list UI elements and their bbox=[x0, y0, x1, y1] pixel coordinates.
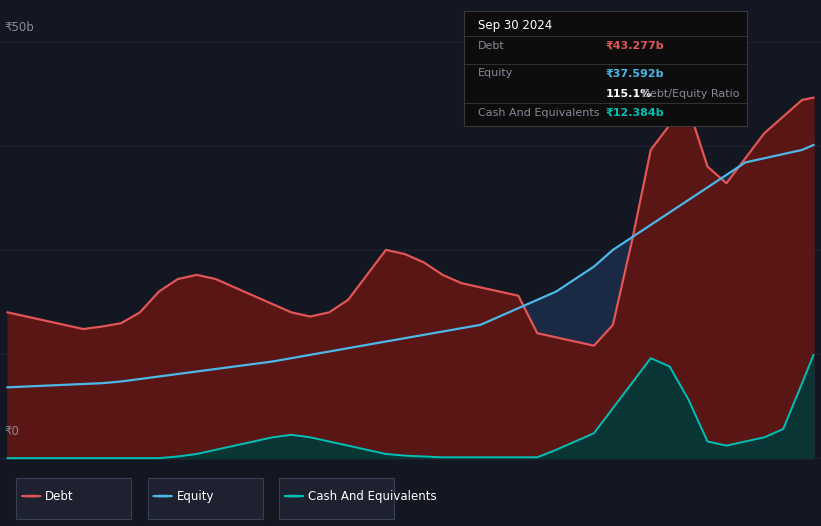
FancyBboxPatch shape bbox=[148, 478, 263, 519]
Text: ₹43.277b: ₹43.277b bbox=[605, 41, 664, 50]
Text: Debt: Debt bbox=[478, 41, 505, 50]
Circle shape bbox=[21, 495, 41, 497]
Text: ₹37.592b: ₹37.592b bbox=[605, 68, 664, 78]
Text: Debt/Equity Ratio: Debt/Equity Ratio bbox=[638, 89, 740, 99]
Text: ₹50b: ₹50b bbox=[4, 21, 34, 34]
FancyBboxPatch shape bbox=[16, 478, 131, 519]
Text: Equity: Equity bbox=[177, 490, 214, 503]
Text: 115.1%: 115.1% bbox=[605, 89, 652, 99]
Text: Equity: Equity bbox=[478, 68, 513, 78]
Text: ₹0: ₹0 bbox=[4, 424, 19, 438]
Circle shape bbox=[284, 495, 304, 497]
Text: Cash And Equivalents: Cash And Equivalents bbox=[308, 490, 437, 503]
Text: Cash And Equivalents: Cash And Equivalents bbox=[478, 108, 599, 118]
FancyBboxPatch shape bbox=[279, 478, 394, 519]
Text: Debt: Debt bbox=[45, 490, 74, 503]
Text: Sep 30 2024: Sep 30 2024 bbox=[478, 18, 553, 32]
Circle shape bbox=[153, 495, 172, 497]
Text: ₹12.384b: ₹12.384b bbox=[605, 108, 664, 118]
